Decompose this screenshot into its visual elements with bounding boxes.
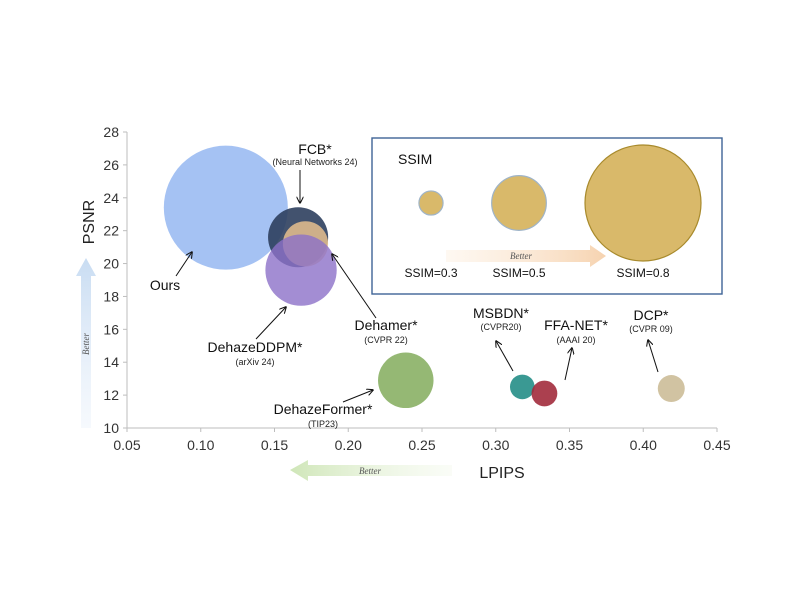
arrow-ours — [175, 252, 192, 277]
bubble-ffanet — [531, 380, 558, 407]
legend-better-arrow — [446, 245, 606, 267]
x-tick-label: 0.25 — [408, 437, 435, 453]
y-better-label: Better — [81, 333, 91, 355]
annotations: Ours FCB*(Neural Networks 24) Dehamer* (CVP… — [150, 141, 673, 429]
label-msbdn: MSBDN* — [473, 305, 530, 321]
bubble-msbdn — [509, 374, 535, 400]
x-better-label: Better — [359, 466, 381, 476]
legend-title: SSIM — [398, 151, 432, 167]
arrow-dcp — [648, 340, 659, 373]
y-axis-title: PSNR — [81, 200, 98, 244]
label-ours: Ours — [150, 277, 180, 293]
legend-circle — [491, 175, 547, 231]
venue-fcb: (Neural Networks 24) — [272, 157, 357, 167]
venue-dehazeformer: (TIP23) — [308, 419, 338, 429]
x-axis-title: LPIPS — [479, 465, 524, 482]
venue-dehazeddpm: (arXiv 24) — [235, 357, 274, 367]
y-tick-label: 14 — [103, 354, 119, 370]
x-tick-label: 0.20 — [335, 437, 362, 453]
y-tick-label: 10 — [103, 420, 119, 436]
x-tick-label: 0.45 — [703, 437, 730, 453]
legend-label: SSIM=0.8 — [616, 266, 669, 280]
legend-better-label: Better — [510, 251, 532, 261]
axes: 0.05 0.10 0.15 0.20 0.25 0.30 0.35 0.40 0.45 10 12… — [81, 124, 731, 482]
x-tick-label: 0.10 — [187, 437, 214, 453]
bubble-dehazeddpm — [265, 234, 337, 306]
y-tick-label: 18 — [103, 288, 119, 304]
label-dehazeddpm: DehazeDDPM* — [208, 339, 303, 355]
legend-label: SSIM=0.3 — [404, 266, 457, 280]
ssim-size-legend: SSIM SSIM=0.3 SSIM=0.5 SSIM=0.8 — [371, 137, 723, 295]
better-arrows: Better Better Better — [76, 245, 606, 481]
arrow-dehazeddpm — [255, 307, 286, 340]
y-tick-label: 22 — [103, 223, 119, 239]
x-tick-label: 0.05 — [113, 437, 140, 453]
y-tick-label: 26 — [103, 157, 119, 173]
x-tick-label: 0.30 — [482, 437, 509, 453]
legend-circle — [418, 190, 444, 216]
venue-ffanet: (AAAI 20) — [556, 335, 595, 345]
label-dehamer: Dehamer* — [354, 317, 418, 333]
bubble-dcp — [657, 375, 685, 403]
bubbles — [163, 145, 685, 409]
bubble-dehazeformer — [378, 352, 434, 409]
x-better-arrow — [290, 460, 452, 481]
y-tick-label: 12 — [103, 387, 119, 403]
y-tick-label: 16 — [103, 321, 119, 337]
arrow-dehazeformer — [342, 390, 373, 403]
label-dcp: DCP* — [633, 307, 669, 323]
x-tick-label: 0.35 — [556, 437, 583, 453]
y-better-arrow — [76, 258, 96, 428]
arrow-dehamer — [332, 254, 377, 319]
x-tick-label: 0.15 — [261, 437, 288, 453]
legend-circle — [584, 144, 702, 262]
y-tick-label: 28 — [103, 124, 119, 140]
venue-dcp: (CVPR 09) — [629, 324, 673, 334]
legend-label: SSIM=0.5 — [492, 266, 545, 280]
x-tick-label: 0.40 — [630, 437, 657, 453]
y-tick-label: 24 — [103, 190, 119, 206]
arrow-msbdn — [496, 341, 514, 372]
venue-dehamer: (CVPR 22) — [364, 335, 408, 345]
arrow-ffanet — [564, 348, 572, 381]
label-fcb: FCB* — [298, 141, 332, 157]
bubble-ours — [163, 145, 288, 270]
label-ffanet: FFA-NET* — [544, 317, 608, 333]
y-tick-label: 20 — [103, 256, 119, 272]
label-dehazeformer: DehazeFormer* — [274, 401, 373, 417]
venue-msbdn: (CVPR20) — [480, 322, 521, 332]
